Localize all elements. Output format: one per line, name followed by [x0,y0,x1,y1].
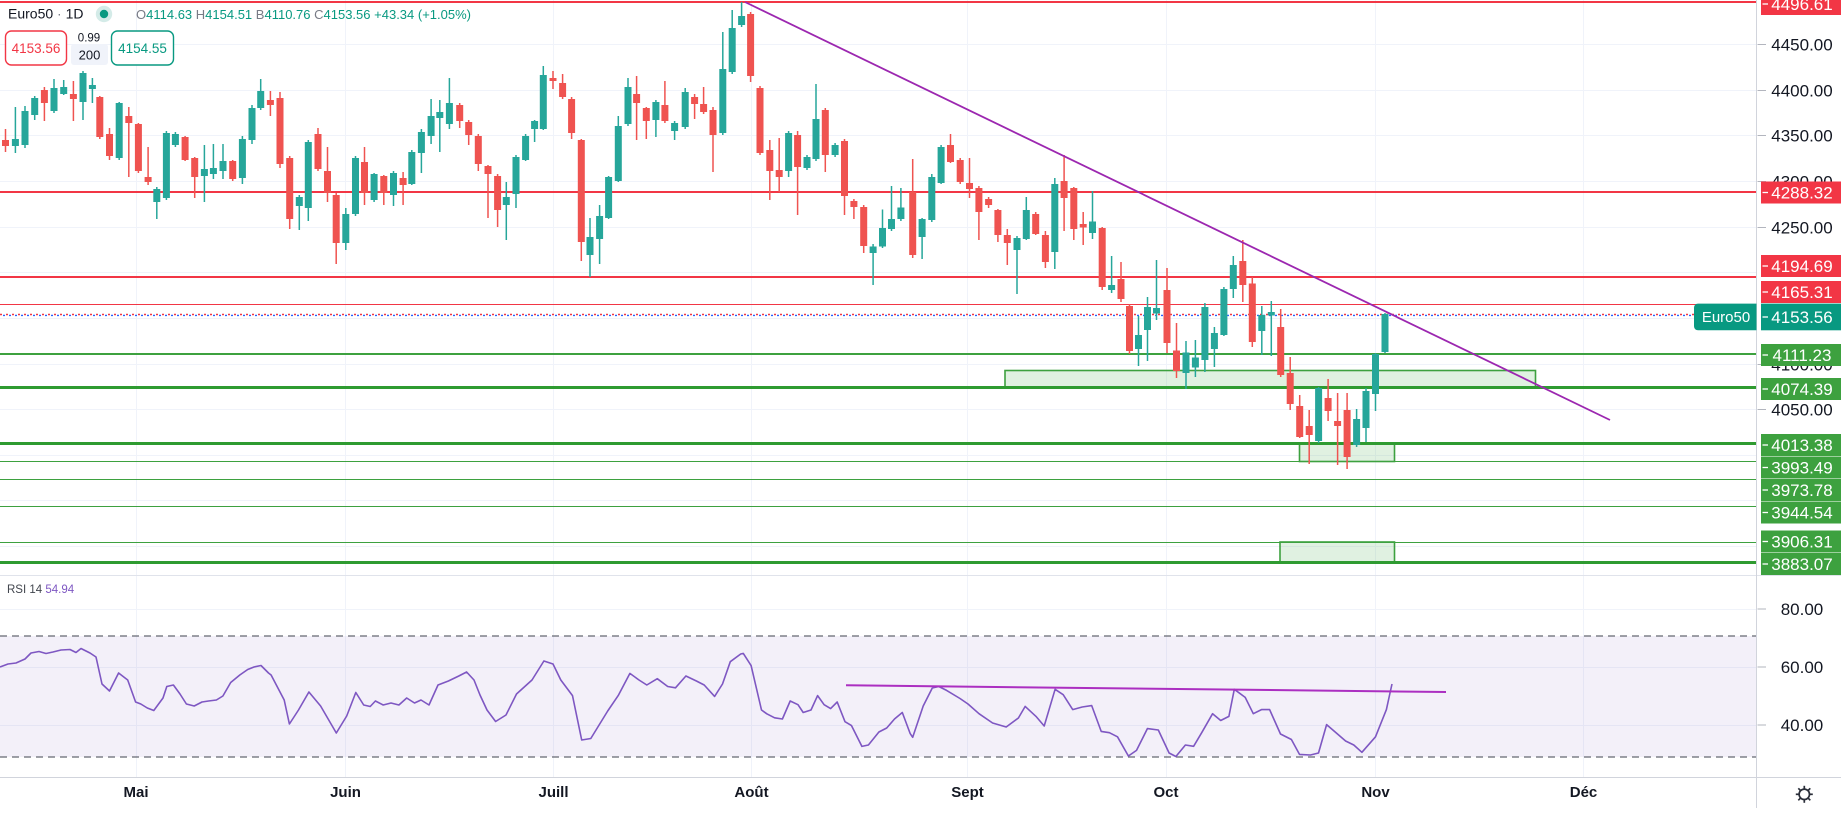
svg-text:4153.56: 4153.56 [12,41,61,56]
svg-text:Euro50 · 1D: Euro50 · 1D [8,6,84,22]
svg-text:Sept: Sept [951,784,984,801]
svg-text:3883.07: 3883.07 [1771,555,1832,574]
svg-text:3944.54: 3944.54 [1771,504,1832,523]
svg-text:Juin: Juin [330,784,361,801]
svg-text:Nov: Nov [1361,784,1390,801]
svg-text:O4114.63 H4154.51 B4110.76 C41: O4114.63 H4154.51 B4110.76 C4153.56 +43.… [136,7,471,22]
svg-text:4288.32: 4288.32 [1771,184,1832,203]
svg-text:4400.00: 4400.00 [1771,82,1832,101]
svg-text:4450.00: 4450.00 [1771,36,1832,55]
svg-text:Juill: Juill [538,784,568,801]
svg-text:4074.39: 4074.39 [1771,380,1832,399]
svg-text:4250.00: 4250.00 [1771,219,1832,238]
svg-text:Mai: Mai [123,784,148,801]
svg-text:4350.00: 4350.00 [1771,127,1832,146]
svg-text:Déc: Déc [1570,784,1598,801]
svg-text:4154.55: 4154.55 [118,41,167,56]
svg-text:3973.78: 3973.78 [1771,481,1832,500]
svg-text:3993.49: 3993.49 [1771,459,1832,478]
svg-text:RSI 14 54.94: RSI 14 54.94 [7,584,75,596]
svg-text:4111.23: 4111.23 [1773,346,1832,365]
svg-text:0.99: 0.99 [78,33,100,45]
svg-text:80.00: 80.00 [1781,600,1824,619]
svg-text:Oct: Oct [1153,784,1178,801]
svg-text:4165.31: 4165.31 [1771,283,1832,302]
svg-text:Août: Août [734,784,768,801]
svg-text:200: 200 [79,48,101,63]
svg-text:4050.00: 4050.00 [1771,401,1832,420]
svg-text:4013.38: 4013.38 [1771,436,1832,455]
svg-text:3906.31: 3906.31 [1771,533,1832,552]
svg-text:4194.69: 4194.69 [1771,257,1832,276]
svg-text:4153.56: 4153.56 [1771,308,1832,327]
svg-text:40.00: 40.00 [1781,716,1824,735]
svg-text:4496.61: 4496.61 [1771,0,1832,14]
svg-text:Euro50: Euro50 [1702,309,1750,326]
svg-text:60.00: 60.00 [1781,658,1824,677]
